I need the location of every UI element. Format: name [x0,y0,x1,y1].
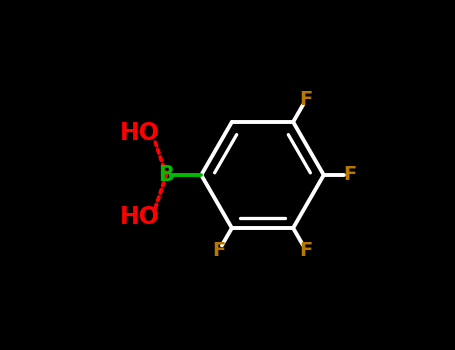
Text: F: F [344,166,357,184]
Text: F: F [212,241,225,260]
Text: B: B [158,165,174,185]
Text: HO: HO [120,121,160,145]
Text: F: F [300,90,313,109]
Text: F: F [300,241,313,260]
Text: HO: HO [120,205,160,229]
